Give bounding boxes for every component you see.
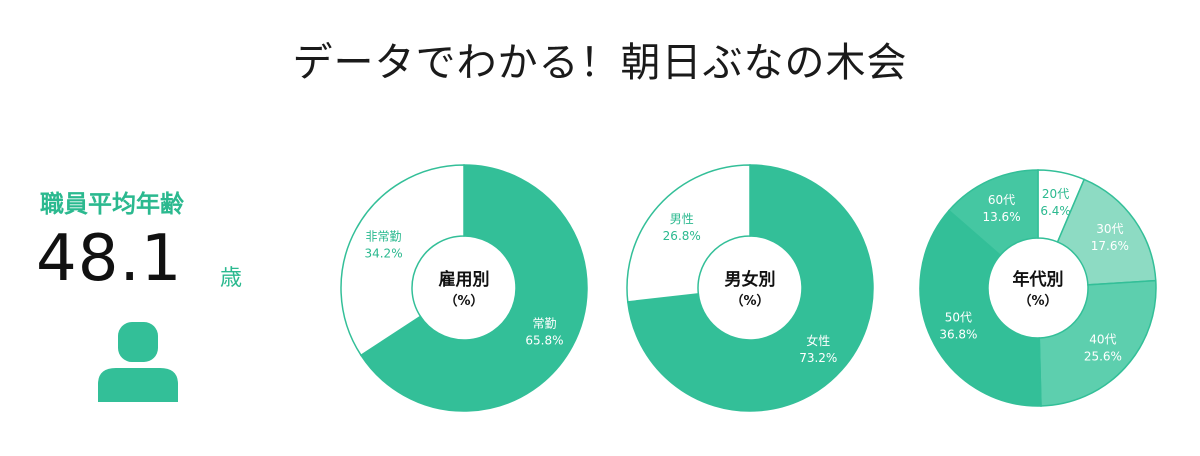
slice-value-label: 17.6%: [1091, 239, 1129, 253]
slice-name-label: 30代: [1096, 222, 1123, 236]
slice-name-label: 20代: [1042, 187, 1069, 201]
chart-title: 年代別: [1013, 269, 1064, 290]
page-title: データでわかる！朝日ぶなの木会: [292, 40, 908, 86]
slice-value-label: 25.6%: [1084, 349, 1122, 363]
chart-unit: （%）: [1018, 293, 1057, 309]
age-group-donut-chart: 20代 6.4% 30代 17.6% 40代 25.6% 50代 36.8% 60代 13.6% 年…: [919, 169, 1157, 407]
slice---0: [359, 164, 588, 412]
slice---2: [1038, 279, 1157, 407]
average-age-unit: 歳: [220, 266, 243, 291]
slice-value-label: 36.8%: [939, 327, 977, 341]
gender-donut-chart: 女性 73.2% 男性 26.8% 男女別 （%）: [626, 164, 874, 412]
slice-name-label: 60代: [988, 193, 1015, 207]
slice-value-label: 26.8%: [663, 229, 701, 243]
slice---1: [1056, 178, 1157, 286]
slice-name-label: 非常勤: [366, 229, 402, 243]
slice-name-label: 男性: [670, 212, 694, 226]
employment-donut-chart: 常勤 65.8% 非常勤 34.2% 雇用別 （%）: [340, 164, 588, 412]
slice---1: [626, 164, 751, 303]
slice---1: [340, 164, 465, 357]
slice-name-label: 40代: [1089, 332, 1116, 346]
slice-value-label: 34.2%: [364, 246, 402, 260]
person-icon: [98, 322, 178, 402]
slice-name-label: 常勤: [532, 317, 556, 331]
chart-title: 男女別: [725, 269, 776, 290]
slice-value-label: 65.8%: [525, 334, 563, 348]
chart-unit: （%）: [730, 293, 769, 309]
chart-title: 雇用別: [439, 269, 490, 290]
slice-value-label: 73.2%: [799, 351, 837, 365]
average-age-value: 48.1: [36, 222, 183, 296]
chart-unit: （%）: [444, 293, 483, 309]
slice---3: [919, 209, 1042, 407]
slice-value-label: 13.6%: [982, 210, 1020, 224]
slice-value-label: 6.4%: [1040, 204, 1071, 218]
slice-name-label: 女性: [806, 333, 830, 348]
slice---0: [626, 164, 874, 412]
slice-name-label: 50代: [945, 310, 972, 324]
slice---4: [947, 169, 1039, 257]
average-age-label: 職員平均年齢: [40, 190, 184, 218]
